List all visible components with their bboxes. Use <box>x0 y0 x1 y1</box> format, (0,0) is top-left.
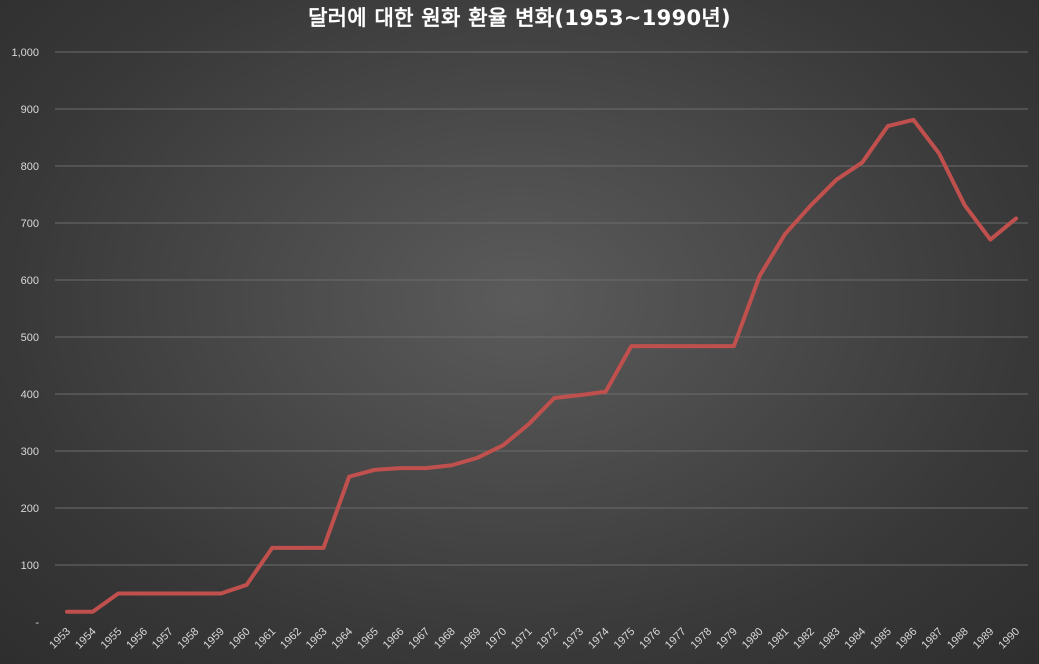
x-tick-label: 1984 <box>842 626 868 652</box>
y-tick-label: 900 <box>21 104 39 116</box>
y-tick-label: 300 <box>21 446 39 458</box>
y-tick-label: 600 <box>21 275 39 287</box>
x-tick-label: 1960 <box>227 626 253 652</box>
x-tick-label: 1962 <box>278 626 304 652</box>
exchange-rate-line <box>65 117 1019 614</box>
y-axis-tick-labels: - 100 200 300 400 500 600 700 800 900 1,000 <box>11 47 39 629</box>
x-tick-label: 1970 <box>483 626 509 652</box>
x-tick-label: 1964 <box>329 626 355 652</box>
x-tick-label: 1965 <box>355 626 381 652</box>
x-tick-label: 1985 <box>868 626 894 652</box>
x-tick-label: 1983 <box>817 626 843 652</box>
x-tick-label: 1977 <box>663 626 689 652</box>
x-tick-label: 1971 <box>509 626 535 652</box>
x-tick-label: 1980 <box>740 626 766 652</box>
x-tick-label: 1963 <box>304 626 330 652</box>
x-tick-label: 1987 <box>919 626 945 652</box>
x-tick-label: 1954 <box>73 626 99 652</box>
x-tick-label: 1990 <box>996 626 1022 652</box>
x-tick-label: 1988 <box>945 626 971 652</box>
x-tick-label: 1955 <box>99 626 125 652</box>
y-tick-label: 500 <box>21 332 39 344</box>
x-axis-tick-labels: 1953 1954 1955 1956 1957 1958 1959 1960 1961 1962… <box>47 626 1022 652</box>
x-tick-label: 1967 <box>406 626 432 652</box>
x-tick-label: 1978 <box>689 626 715 652</box>
x-tick-label: 1989 <box>971 626 997 652</box>
x-tick-label: 1981 <box>766 626 792 652</box>
y-tick-label: 1,000 <box>11 47 39 59</box>
x-tick-label: 1976 <box>637 626 663 652</box>
x-tick-label: 1958 <box>176 626 202 652</box>
x-tick-label: 1961 <box>253 626 279 652</box>
x-tick-label: 1956 <box>124 626 150 652</box>
x-tick-label: 1975 <box>612 626 638 652</box>
x-tick-label: 1972 <box>535 626 561 652</box>
x-tick-label: 1969 <box>458 626 484 652</box>
x-tick-label: 1979 <box>714 626 740 652</box>
y-tick-label: - <box>35 617 39 629</box>
y-tick-label: 700 <box>21 218 39 230</box>
series-layer <box>65 117 1019 614</box>
chart-title: 달러에 대한 원화 환율 변화(1953~1990년) <box>308 6 731 30</box>
x-tick-label: 1973 <box>560 626 586 652</box>
x-tick-label: 1953 <box>47 626 73 652</box>
x-tick-label: 1957 <box>150 626 176 652</box>
y-tick-label: 800 <box>21 161 39 173</box>
y-tick-label: 200 <box>21 503 39 515</box>
gridlines <box>55 51 1028 566</box>
x-tick-label: 1966 <box>381 626 407 652</box>
x-tick-label: 1968 <box>432 626 458 652</box>
x-tick-label: 1986 <box>894 626 920 652</box>
x-tick-label: 1982 <box>791 626 817 652</box>
y-tick-label: 100 <box>21 560 39 572</box>
y-tick-label: 400 <box>21 389 39 401</box>
x-tick-label: 1959 <box>201 626 227 652</box>
x-tick-label: 1974 <box>586 626 612 652</box>
